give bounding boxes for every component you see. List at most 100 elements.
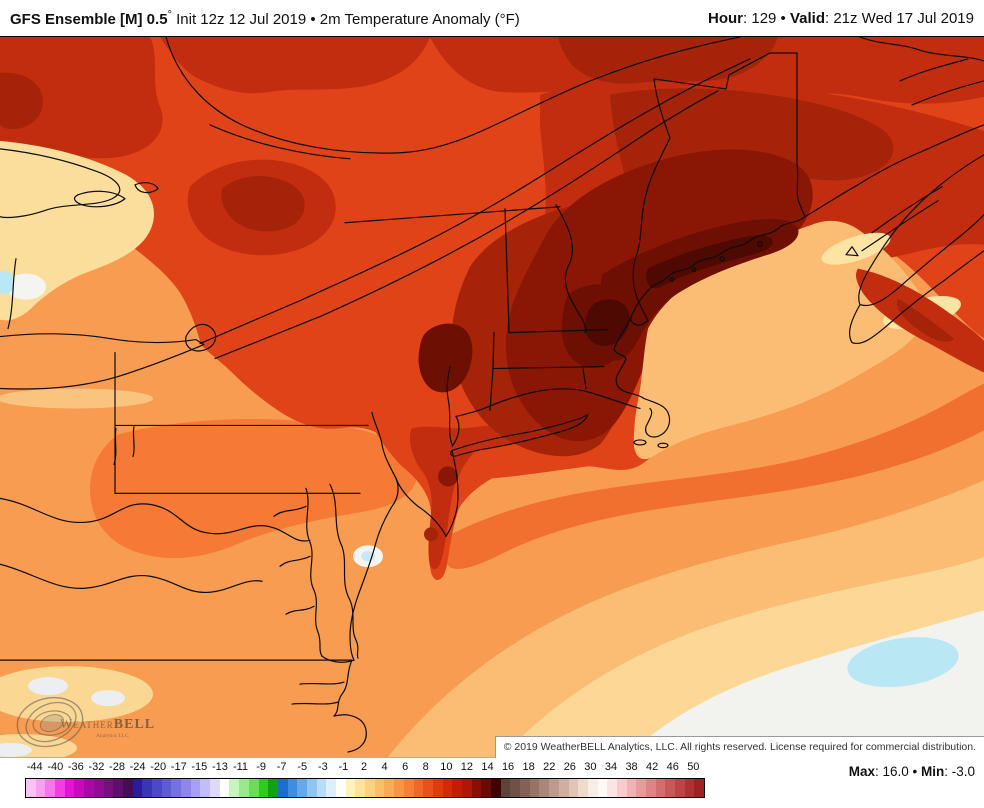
colorbar-band xyxy=(26,779,36,797)
valid-time: Hour: 129 • Valid: 21z Wed 17 Jul 2019 xyxy=(708,10,974,27)
valid-value: : 21z Wed 17 Jul 2019 xyxy=(825,9,974,27)
colorbar-band xyxy=(306,779,317,797)
colorbar-band xyxy=(607,779,617,797)
colorbar-band xyxy=(316,779,327,797)
colorbar-band xyxy=(122,779,133,797)
colorbar-band xyxy=(74,779,85,797)
colorbar-band xyxy=(200,779,211,797)
max-label: Max xyxy=(848,764,875,779)
min-label: Min xyxy=(920,764,945,779)
colorbar-band xyxy=(626,779,637,797)
colorbar-band xyxy=(326,779,336,797)
colorbar-band xyxy=(636,779,646,797)
colorbar-tick: 46 xyxy=(666,761,679,773)
map-title: GFS Ensemble [M] 0.5° Init 12z 12 Jul 20… xyxy=(10,9,520,28)
colorbar-band xyxy=(210,779,220,797)
colorbar-tick: -28 xyxy=(109,761,125,773)
min-value: : -3.0 xyxy=(944,764,975,779)
colorbar-band xyxy=(219,779,230,797)
weatherbell-swirl-icon xyxy=(16,696,84,748)
colorbar-tick: 18 xyxy=(522,761,535,773)
colorbar-band xyxy=(442,779,453,797)
colorbar-band xyxy=(675,779,685,797)
colorbar-band xyxy=(229,779,240,797)
watermark-subtitle: Analytics LLC xyxy=(96,733,129,739)
svg-text:WeatherBELL: WeatherBELL xyxy=(60,716,155,732)
colorbar-band xyxy=(181,779,191,797)
colorbar-band xyxy=(461,779,472,797)
colorbar-tick: 4 xyxy=(381,761,388,773)
colorbar-band xyxy=(597,779,608,797)
colorbar-tick: -7 xyxy=(276,761,287,773)
colorbar-band xyxy=(268,779,278,797)
colorbar-tick: 6 xyxy=(402,761,409,773)
colorbar-tick: 12 xyxy=(460,761,474,773)
colorbar-tick: -20 xyxy=(150,761,167,773)
colorbar-band xyxy=(258,779,269,797)
colorbar-band xyxy=(171,779,181,797)
colorbar-tick: 30 xyxy=(584,761,597,773)
colorbar-band xyxy=(93,779,104,797)
colorbar-tick: 34 xyxy=(604,761,618,773)
colorbar-tick: 42 xyxy=(646,761,659,773)
colorbar-band xyxy=(374,779,385,797)
colorbar-band xyxy=(345,779,356,797)
colorbar-band xyxy=(529,779,540,797)
colorbar-tick: 16 xyxy=(501,761,515,773)
geo-borders xyxy=(0,37,984,753)
colorbar-band xyxy=(84,779,94,797)
colorbar-tick: 10 xyxy=(440,761,453,773)
header-bar: GFS Ensemble [M] 0.5° Init 12z 12 Jul 20… xyxy=(0,0,984,36)
colorbar-band xyxy=(248,779,259,797)
watermark-name-bell: BELL xyxy=(114,717,155,732)
colorbar-band xyxy=(616,779,627,797)
init-and-parameter: Init 12z 12 Jul 2019 • 2m Temperature An… xyxy=(171,10,520,28)
colorbar-band xyxy=(394,779,404,797)
colorbar-band xyxy=(132,779,143,797)
anomaly-map-svg: WeatherBELL Analytics LLC xyxy=(0,37,984,757)
colorbar-tick: -3 xyxy=(317,761,328,773)
model-name: GFS Ensemble [M] 0.5 xyxy=(10,10,168,28)
colorbar-band xyxy=(665,779,676,797)
colorbar-band xyxy=(471,779,482,797)
colorbar-band xyxy=(64,779,75,797)
colorbar-band xyxy=(684,779,695,797)
colorbar-tick: -1 xyxy=(338,761,349,773)
weatherbell-watermark: WeatherBELL Analytics LLC xyxy=(16,696,155,748)
colorbar-band xyxy=(452,779,462,797)
colorbar-band xyxy=(549,779,559,797)
colorbar-band xyxy=(55,779,65,797)
separator: • xyxy=(780,9,790,27)
colorbar-tick: -17 xyxy=(170,761,187,773)
colorbar-tick: 38 xyxy=(625,761,638,773)
colorbar-tick: -11 xyxy=(232,761,249,773)
colorbar-band xyxy=(491,779,501,797)
degree-symbol: ° xyxy=(167,8,172,21)
colorbar-band xyxy=(35,779,46,797)
colorbar-band xyxy=(432,779,443,797)
colorbar xyxy=(25,778,705,798)
colorbar-band xyxy=(45,779,56,797)
colorbar-band xyxy=(403,779,414,797)
hour-value: : 129 xyxy=(743,9,781,27)
colorbar-band xyxy=(365,779,375,797)
map-canvas[interactable]: WeatherBELL Analytics LLC © 2019 Weather… xyxy=(0,36,984,758)
colorbar-band xyxy=(190,779,201,797)
colorbar-band xyxy=(510,779,521,797)
colorbar-band xyxy=(413,779,424,797)
colorbar-tick: -13 xyxy=(211,761,228,773)
colorbar-band xyxy=(151,779,162,797)
colorbar-band xyxy=(578,779,588,797)
colorbar-band xyxy=(336,779,346,797)
colorbar-band xyxy=(355,779,366,797)
copyright-notice: © 2019 WeatherBELL Analytics, LLC. All r… xyxy=(494,736,984,758)
colorbar-tick: 8 xyxy=(422,761,429,773)
colorbar-band xyxy=(239,779,249,797)
colorbar-tick: -15 xyxy=(191,761,208,773)
watermark-name-weather: Weather xyxy=(60,716,114,731)
colorbar-band xyxy=(539,779,550,797)
colorbar-band xyxy=(142,779,152,797)
colorbar-tick: -24 xyxy=(129,761,146,773)
colorbar-tick: -36 xyxy=(67,761,84,773)
colorbar-tick: -40 xyxy=(47,761,64,773)
